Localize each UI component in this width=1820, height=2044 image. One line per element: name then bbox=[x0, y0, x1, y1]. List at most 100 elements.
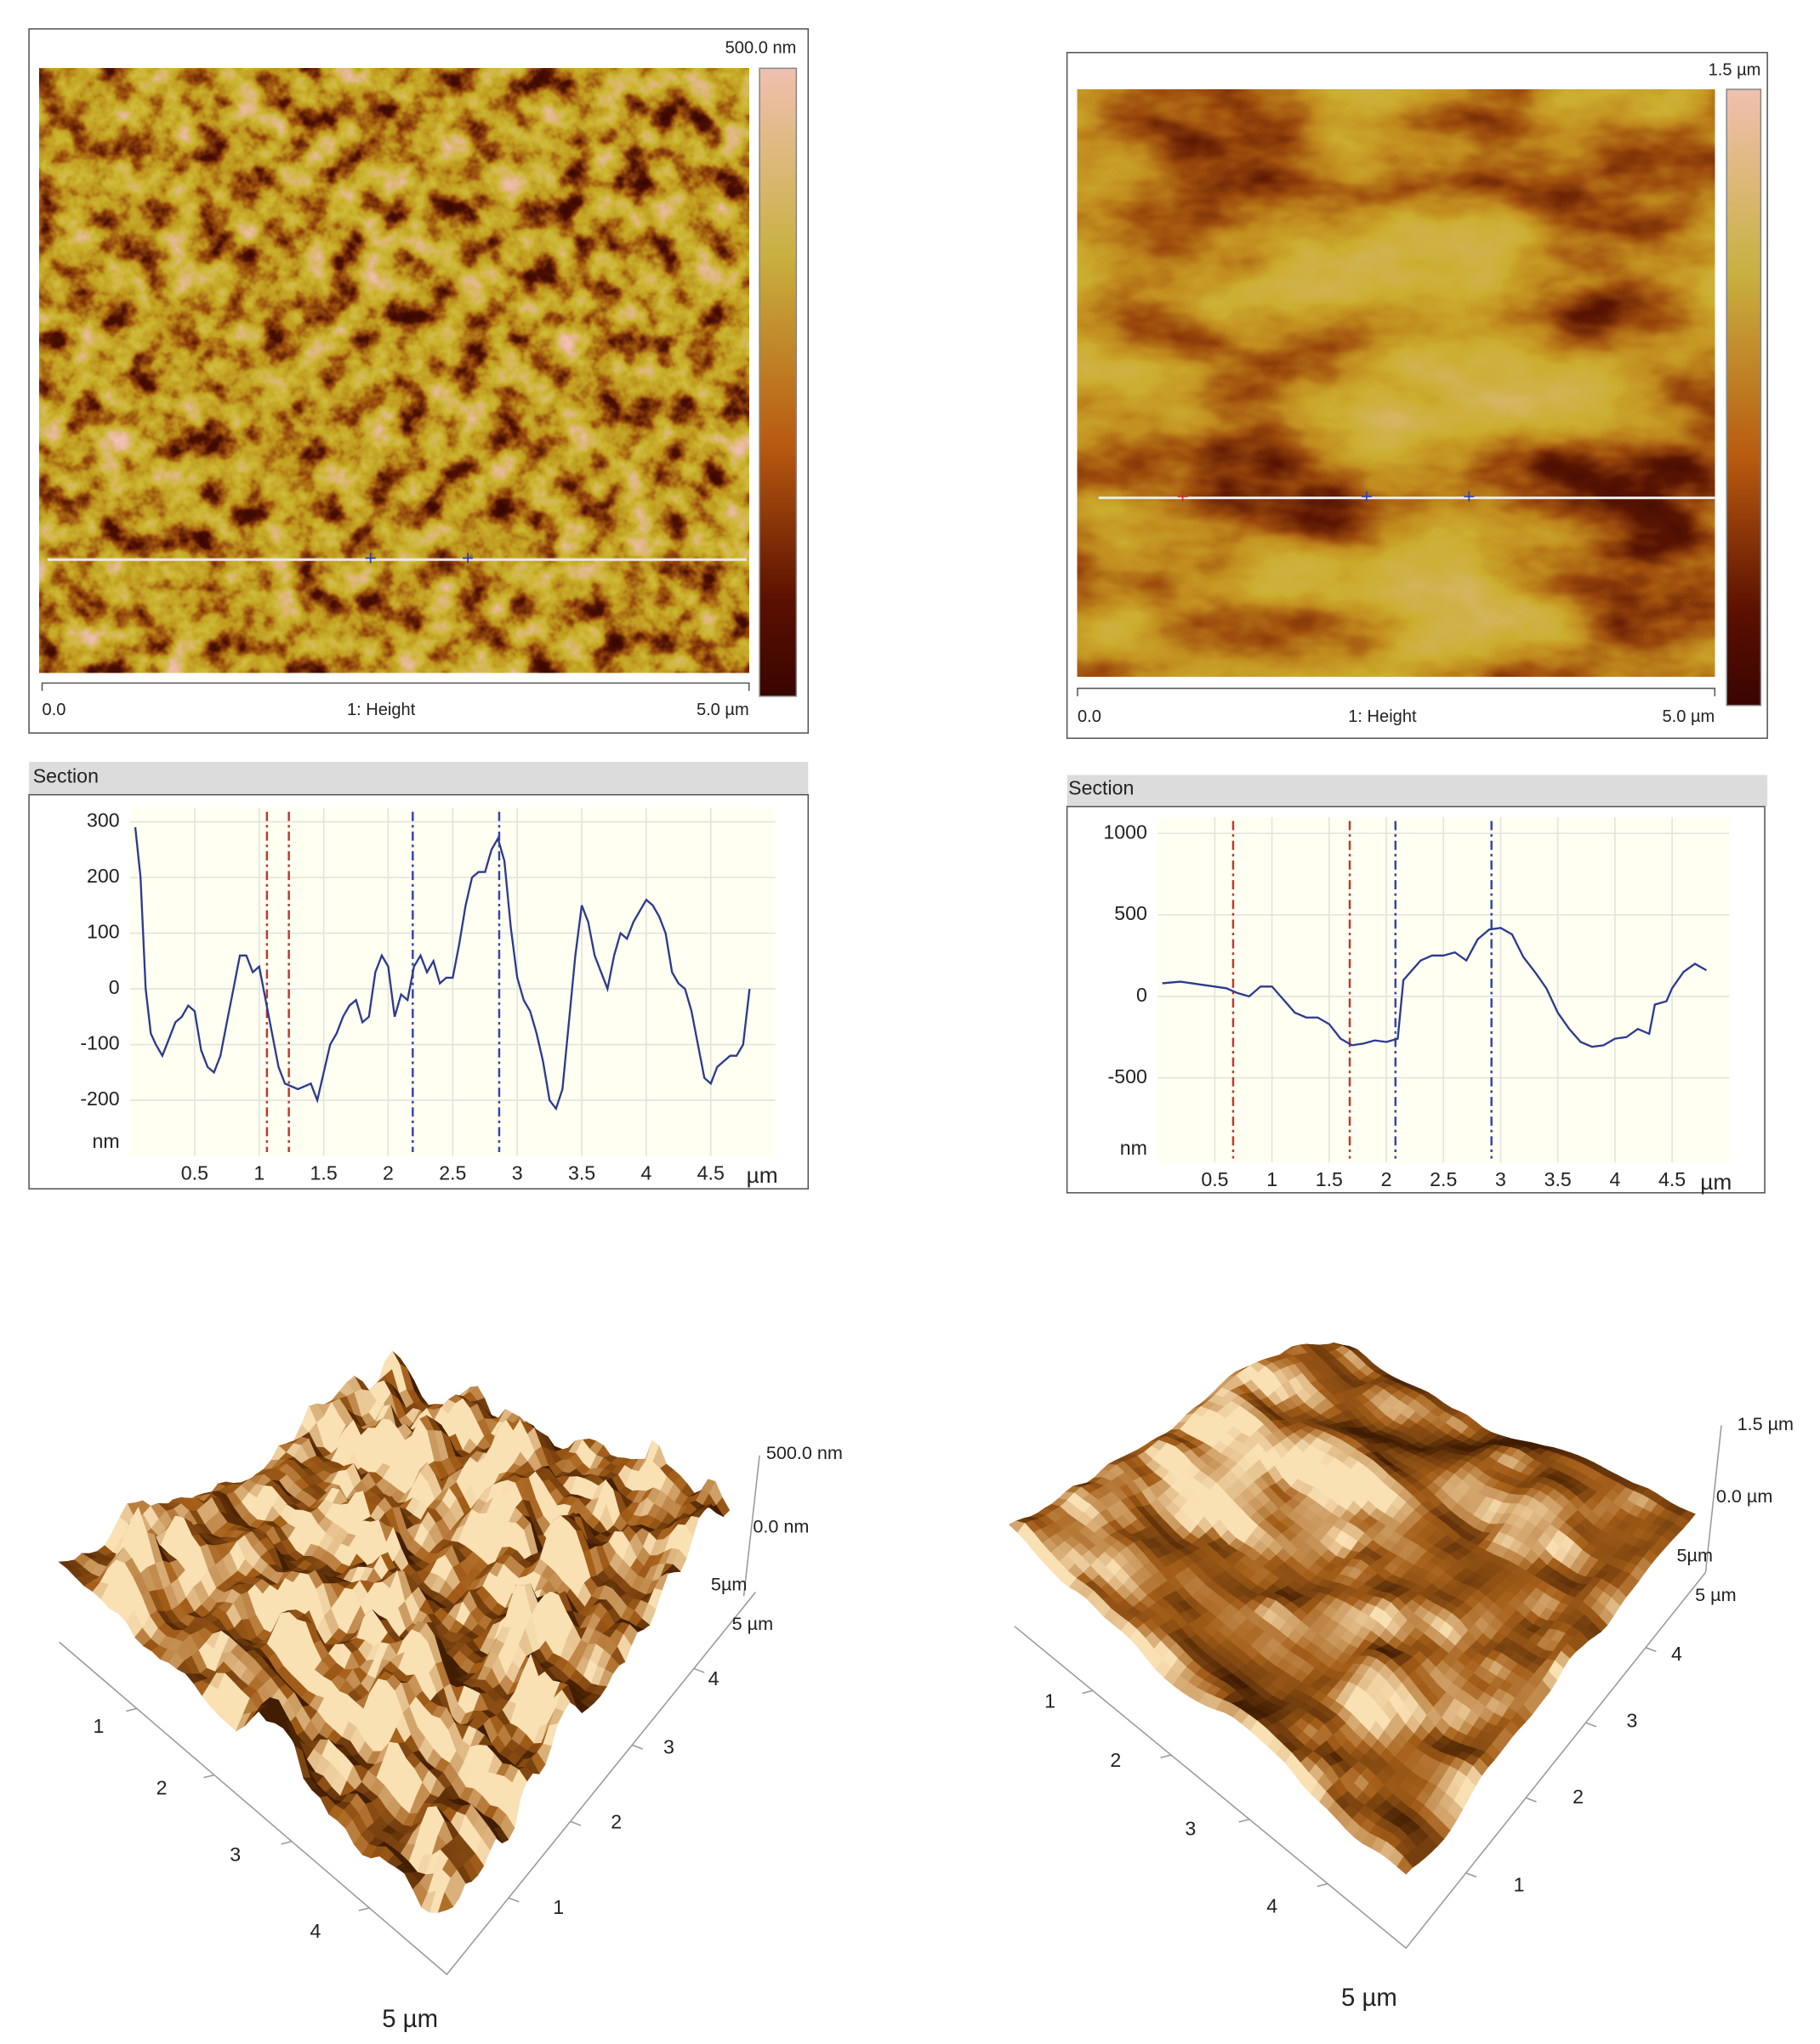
axis-tick bbox=[570, 1820, 582, 1826]
axis-tick bbox=[1465, 1872, 1477, 1878]
axis-tick bbox=[1082, 1689, 1094, 1695]
axis-tick-label: 3 bbox=[230, 1843, 241, 1865]
section-marker: + bbox=[365, 548, 377, 571]
y-tick-label: 0 bbox=[109, 976, 120, 998]
axis-label-3d: 0.0 µm bbox=[1716, 1485, 1773, 1507]
y-tick-label: 500 bbox=[1114, 902, 1147, 924]
axis-tick-label: 4 bbox=[1671, 1643, 1682, 1665]
surface-3d bbox=[1008, 1342, 1696, 1875]
y-tick-label: 0 bbox=[1136, 984, 1147, 1006]
axis-tick bbox=[693, 1667, 705, 1673]
axis-tick-label: 3 bbox=[1185, 1817, 1196, 1839]
axis-tick-label: 2 bbox=[611, 1811, 622, 1833]
section-profile bbox=[1162, 927, 1707, 1048]
axis-tick bbox=[1525, 1797, 1537, 1803]
scale-max: 500.0 nm bbox=[725, 38, 797, 57]
y-tick-label: -100 bbox=[80, 1032, 119, 1054]
axis-tick-label: 1 bbox=[1514, 1874, 1525, 1896]
y-tick-label: -500 bbox=[1108, 1065, 1147, 1087]
axis-label-3d: 0.0 nm bbox=[753, 1516, 809, 1537]
x-end: 5.0 µm bbox=[1663, 707, 1715, 726]
y-tick-label: -200 bbox=[80, 1087, 119, 1110]
height-map bbox=[1077, 89, 1715, 677]
axis-line bbox=[59, 1592, 757, 1976]
axis-tick bbox=[1645, 1646, 1657, 1653]
axis-label-3d: 5 µm bbox=[1695, 1584, 1736, 1605]
x-tick-label: 0.5 bbox=[1201, 1168, 1228, 1190]
scale-bar bbox=[41, 682, 750, 691]
height-map bbox=[39, 68, 749, 673]
x-tick-label: 1.5 bbox=[310, 1161, 338, 1184]
x-tick-label: 3.5 bbox=[1544, 1168, 1572, 1190]
x-tick-label: 4.5 bbox=[697, 1161, 725, 1184]
axis-label-3d: 5µm bbox=[711, 1574, 747, 1595]
section-title: Section bbox=[1068, 777, 1134, 799]
axis-tick bbox=[1238, 1819, 1250, 1823]
color-bar bbox=[1726, 88, 1762, 707]
x-start: 0.0 bbox=[43, 701, 66, 719]
section-title: Section bbox=[33, 765, 99, 787]
color-bar bbox=[759, 67, 798, 697]
axis-tick bbox=[1160, 1754, 1172, 1758]
axis-label-3d: 5µm bbox=[1677, 1545, 1713, 1566]
axis-tick bbox=[281, 1841, 293, 1845]
scale-max: 1.5 µm bbox=[1709, 61, 1761, 80]
x-tick-label: 4 bbox=[1609, 1168, 1620, 1190]
axis-tick-label: 2 bbox=[156, 1776, 168, 1798]
section-marker: + bbox=[1176, 485, 1188, 508]
x-tick-label: 2.5 bbox=[439, 1161, 466, 1184]
y-tick-label: 100 bbox=[87, 921, 120, 943]
section-marker: + bbox=[1463, 485, 1475, 508]
axis-tick-label: 4 bbox=[708, 1667, 719, 1689]
axis-tick bbox=[508, 1897, 520, 1903]
x-tick-label: 2 bbox=[383, 1161, 394, 1184]
scale-bar bbox=[1077, 687, 1716, 696]
x-tick-label: 1 bbox=[253, 1161, 264, 1184]
surface-facet bbox=[437, 1892, 454, 1913]
channel-label: 1: Height bbox=[1348, 707, 1417, 726]
section-plots: 0.5 1 1.5 2 2.5 3 3.5 4 4.5 -200 -100 0 100 200 300 nm µ… bbox=[80, 808, 1732, 1195]
section-marker: + bbox=[1361, 485, 1373, 508]
axis-tick-label: 1 bbox=[1044, 1689, 1055, 1712]
surface-plots: 500.0 nm 0.0 nm 5µm 5 µm 5 µm 1 2 3 4 1 2 3 4 1.5 µm 0… bbox=[58, 1342, 1794, 2033]
x-tick-label: 3.5 bbox=[568, 1161, 595, 1184]
x-tick-label: 1.5 bbox=[1316, 1168, 1343, 1190]
x-tick-label: 2.5 bbox=[1430, 1168, 1457, 1190]
axis-label-3d: 500.0 nm bbox=[766, 1442, 843, 1463]
x-axis-label: µm bbox=[747, 1162, 778, 1188]
x-tick-label: 2 bbox=[1381, 1168, 1392, 1190]
axis-tick-label: 1 bbox=[94, 1715, 105, 1737]
front-axis-label: 5 µm bbox=[1341, 1984, 1397, 2012]
y-tick-label: 200 bbox=[87, 865, 120, 887]
x-axis-label: µm bbox=[1700, 1169, 1732, 1195]
axis-tick-label: 2 bbox=[1110, 1749, 1121, 1771]
surface-3d bbox=[58, 1350, 731, 1914]
x-tick-label: 4.5 bbox=[1658, 1168, 1686, 1190]
axis-tick bbox=[203, 1774, 215, 1779]
section-header bbox=[1066, 775, 1768, 807]
axis-tick-label: 4 bbox=[310, 1920, 321, 1942]
axis-tick bbox=[126, 1707, 137, 1712]
y-tick-label: 300 bbox=[87, 809, 120, 832]
axis-label-3d: 5 µm bbox=[732, 1613, 773, 1634]
axis-tick bbox=[1317, 1882, 1328, 1888]
axis-tick-label: 4 bbox=[1266, 1894, 1277, 1916]
channel-label: 1: Height bbox=[347, 701, 416, 719]
x-tick-label: 1 bbox=[1266, 1168, 1277, 1190]
axis-label-3d: 1.5 µm bbox=[1738, 1413, 1794, 1434]
axis-tick bbox=[358, 1907, 370, 1911]
axis-tick-label: 3 bbox=[1627, 1710, 1638, 1732]
axis-tick bbox=[1585, 1722, 1597, 1728]
x-start: 0.0 bbox=[1078, 707, 1101, 726]
y-axis-label: nm bbox=[93, 1130, 120, 1152]
section-marker: + bbox=[462, 548, 474, 571]
z-axis-line bbox=[742, 1455, 760, 1597]
axis-tick-label: 3 bbox=[663, 1736, 674, 1758]
x-end: 5.0 µm bbox=[697, 701, 749, 719]
section-profile bbox=[134, 826, 751, 1111]
y-axis-label: nm bbox=[1120, 1137, 1147, 1159]
axis-tick-label: 2 bbox=[1573, 1786, 1584, 1808]
section-header bbox=[29, 762, 809, 795]
